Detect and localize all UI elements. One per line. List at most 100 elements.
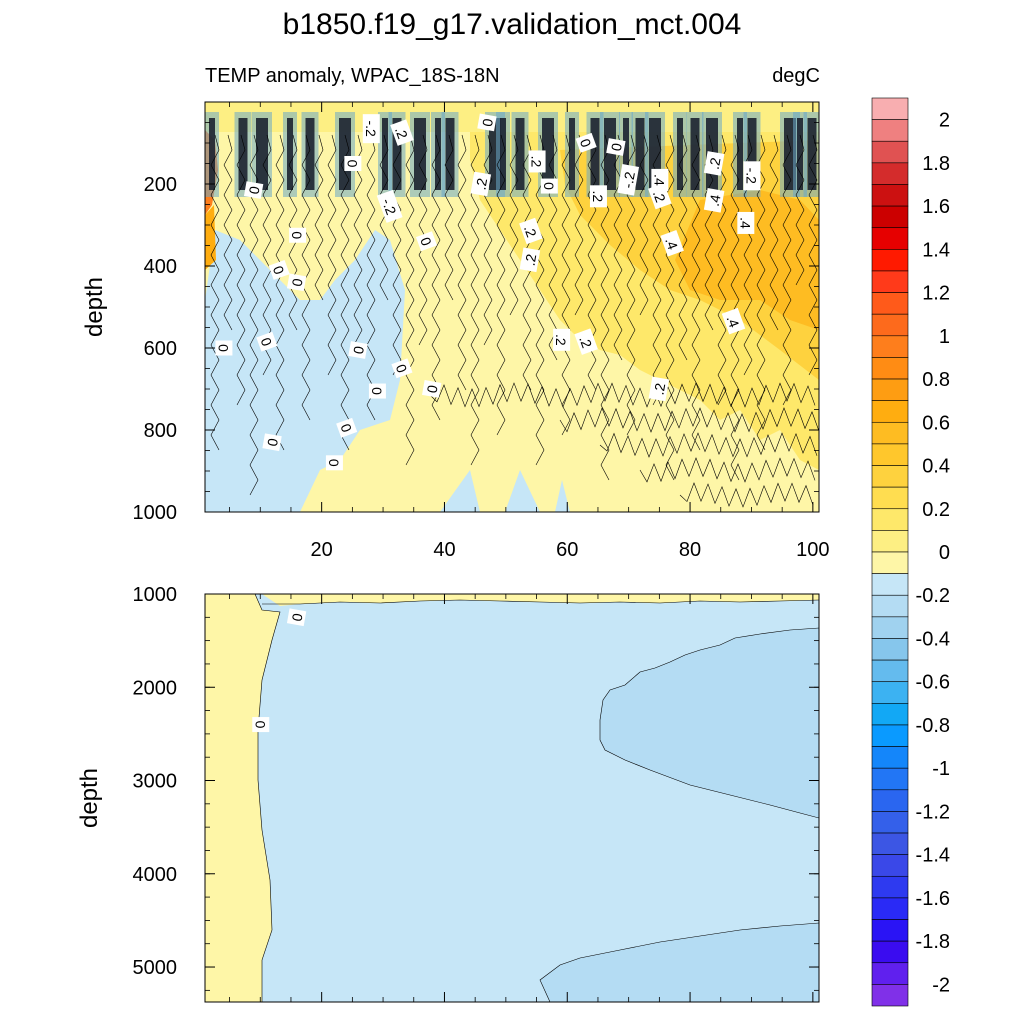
contour-label-text: 0	[326, 459, 342, 467]
thermocline-stripe	[287, 118, 293, 190]
x-tick-label: 60	[556, 539, 578, 561]
colorbar-swatch	[871, 97, 909, 120]
contour-label-text: 0	[541, 182, 557, 190]
contour-label: .2	[648, 376, 670, 402]
contour-label-text: 0	[215, 344, 231, 352]
thermocline-stripe	[339, 118, 351, 190]
contour-label: 0	[256, 331, 278, 352]
colorbar-swatch	[871, 919, 909, 942]
contour-label: 0	[286, 273, 307, 292]
y-tick-label: 200	[144, 174, 177, 196]
upper-contour-line	[431, 134, 441, 421]
contour-label-bg	[574, 328, 598, 355]
contour-label-text: 0	[479, 117, 496, 128]
contour-label: .4	[721, 307, 746, 335]
upper-contour-line	[678, 134, 688, 361]
contour-label: -.2	[362, 114, 380, 144]
contour-label-bg	[553, 328, 571, 351]
colorbar-swatch	[871, 249, 909, 272]
contour-label-bg	[648, 376, 670, 402]
thermocline-stripe	[807, 118, 817, 190]
colorbar-swatch	[871, 162, 909, 185]
x-tick-label: 80	[679, 539, 701, 561]
upper-contour-line	[236, 134, 246, 406]
contour-label-bg	[721, 307, 746, 335]
colorbar-swatch	[871, 421, 909, 445]
colorbar-label: 1.6	[922, 196, 950, 218]
contour-label-text: 0	[289, 231, 305, 239]
contour-label-bg	[348, 341, 368, 359]
colorbar-swatch	[871, 313, 909, 337]
upper-y-ticks: 200 400 600 800 1000	[133, 101, 819, 524]
contour-label-bg	[268, 259, 290, 280]
thermocline-stripe	[690, 118, 700, 190]
colorbar-label: 0	[939, 542, 950, 564]
thermocline-stripe	[305, 118, 315, 190]
upper-contour-line	[639, 134, 649, 316]
thermocline-stripe	[737, 118, 743, 190]
contour-label: 0	[415, 231, 438, 252]
contour-label-text: -.2	[619, 170, 638, 189]
contour-label: 0	[348, 341, 368, 359]
colorbar-label: 1.4	[922, 239, 950, 261]
contour-label-text: .2	[576, 334, 595, 351]
colorbar-label: 0.4	[922, 456, 950, 478]
upper-contour-line	[314, 134, 324, 301]
colorbar-swatch	[871, 140, 909, 164]
contour-label-bg	[262, 433, 282, 452]
upper-contour-line	[444, 134, 454, 301]
contour-label: 0	[243, 181, 264, 199]
upper-contour-line	[535, 134, 545, 466]
contour-label-text: .2	[392, 125, 411, 142]
contour-label-text: .2	[650, 188, 669, 205]
contour-label-bg	[737, 211, 755, 234]
colorbar-swatch	[871, 292, 909, 315]
contour-label: 0	[325, 455, 343, 471]
colorbar-swatch	[871, 659, 909, 683]
lower-contour-lines	[254, 594, 819, 1002]
colorbar-swatch	[871, 854, 909, 877]
colorbar-label: -1.4	[916, 845, 950, 867]
y-tick-label: 5000	[133, 957, 178, 979]
upper-contour-line	[756, 134, 766, 451]
contour-label-bg	[368, 383, 386, 399]
contour-label-text: .4	[706, 193, 724, 207]
upper-subtitle-left: TEMP anomaly, WPAC_18S-18N	[205, 65, 500, 87]
contour-label-bg	[519, 247, 541, 273]
contour-label-bg	[336, 417, 358, 438]
contour-label: 0	[368, 383, 386, 399]
colorbar-label: 2	[939, 110, 950, 132]
thermocline-stripe	[604, 118, 616, 190]
upper-contour-line	[366, 134, 376, 421]
contour-label: 0	[289, 227, 307, 243]
contour-label-text: .4	[662, 235, 681, 252]
contour-label-bg	[344, 156, 362, 171]
thermocline-stripe	[515, 118, 525, 190]
contour-label: .2	[589, 185, 607, 208]
lower-contour-line	[262, 599, 819, 605]
colorbar-label: -0.4	[916, 628, 950, 650]
upper-contour-line	[795, 134, 805, 286]
contour-label-bg	[575, 132, 597, 153]
upper-fill-yellow-edge	[205, 205, 216, 270]
contour-label-bg	[215, 340, 233, 356]
contour-label-text: .2	[521, 223, 540, 240]
contour-label-bg	[415, 231, 438, 252]
contour-label: -.2	[617, 164, 640, 196]
upper-contour-line	[559, 407, 819, 433]
contour-label: 0	[477, 113, 497, 132]
upper-contour-line	[679, 482, 814, 508]
colorbar-swatch	[871, 400, 909, 423]
upper-contour-line	[639, 457, 816, 483]
colorbar-label: 0.8	[922, 369, 950, 391]
contour-label: .4	[660, 230, 684, 257]
colorbar-swatch	[871, 638, 909, 661]
contour-label: 0	[606, 138, 626, 156]
chart-title: b1850.f19_g17.validation_mct.004	[283, 8, 742, 41]
lower-y-axis-label: depth	[76, 768, 103, 828]
contour-label-bg	[325, 455, 343, 471]
upper-fill-cool-left	[205, 230, 405, 512]
colorbar-swatch	[871, 832, 909, 855]
